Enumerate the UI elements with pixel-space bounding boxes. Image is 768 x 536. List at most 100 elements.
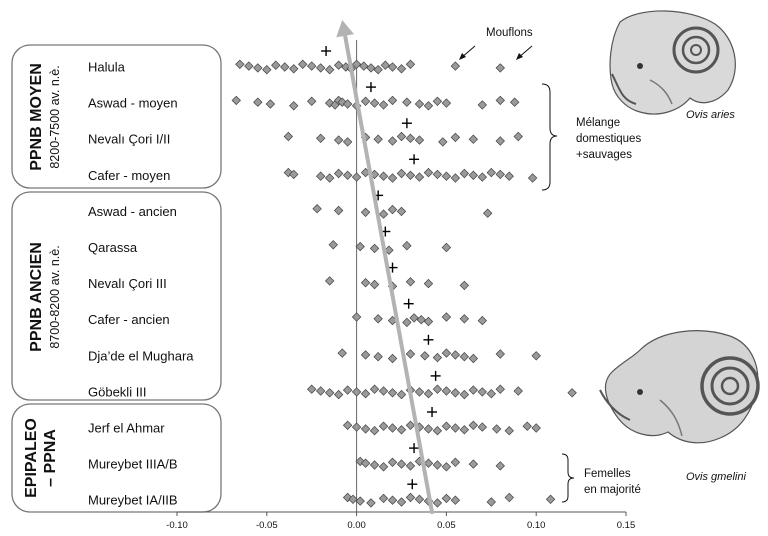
x-axis-ticks: -0.10 -0.05 0.00 0.05 0.10 0.15	[166, 512, 635, 531]
data-point	[409, 313, 419, 323]
data-point	[369, 98, 380, 108]
data-point	[423, 167, 434, 178]
data-point	[342, 99, 353, 109]
data-point	[366, 498, 376, 508]
data-point	[459, 280, 470, 291]
data-point	[531, 423, 541, 433]
data-point	[432, 352, 443, 363]
data-point	[351, 422, 362, 432]
group-box-epipaleo-ppna	[11, 403, 222, 513]
data-point	[271, 60, 281, 70]
data-point	[513, 386, 523, 396]
data-point	[402, 317, 412, 328]
data-point	[280, 62, 290, 72]
data-point	[527, 173, 538, 183]
data-point	[289, 64, 299, 74]
ovis-aries-illustration	[609, 10, 736, 115]
site-label: Dja’de el Mughara	[88, 348, 194, 363]
mean-marker	[430, 370, 441, 381]
data-point	[450, 61, 461, 71]
data-point	[441, 348, 452, 358]
data-point	[441, 98, 452, 108]
mean-marker	[423, 334, 434, 345]
data-point	[567, 388, 577, 398]
site-label: Halula	[88, 60, 126, 75]
data-point	[396, 497, 407, 507]
data-point	[333, 389, 344, 400]
data-point	[450, 350, 461, 360]
data-point	[432, 460, 443, 470]
data-point	[423, 316, 434, 327]
annotations: Mouflons Mélange domestiques +sauvages F…	[459, 27, 641, 503]
x-tick-label: 0.15	[617, 520, 636, 531]
data-point	[387, 95, 398, 106]
data-point	[423, 458, 434, 468]
x-tick-label: 0.05	[437, 520, 456, 531]
data-point	[369, 384, 380, 394]
data-point	[337, 348, 347, 358]
data-point	[450, 132, 461, 143]
data-point	[450, 495, 461, 505]
mean-marker	[409, 443, 420, 454]
data-point	[351, 387, 362, 397]
data-point	[405, 492, 416, 503]
data-point	[450, 423, 461, 433]
data-point	[342, 385, 353, 395]
data-point	[495, 461, 505, 471]
data-point	[531, 351, 541, 361]
data-point	[315, 133, 326, 143]
annotation-melange-2: domestiques	[576, 133, 641, 145]
site-label: Cafer - ancien	[88, 312, 170, 327]
trend-arrow-line	[343, 33, 435, 515]
data-point	[360, 458, 371, 468]
data-point	[355, 241, 365, 252]
mean-marker	[409, 154, 420, 165]
site-label: Nevalı Çori III	[88, 276, 167, 291]
data-point	[378, 462, 389, 472]
data-point	[387, 173, 398, 183]
data-point	[307, 384, 317, 394]
group-title-epipaleo: EPIPALEO	[23, 418, 40, 498]
data-point	[477, 422, 488, 432]
data-point	[387, 204, 398, 215]
data-point	[337, 97, 347, 107]
data-point	[504, 426, 514, 436]
data-point	[459, 425, 470, 435]
data-point	[378, 100, 389, 110]
data-point	[380, 60, 391, 70]
data-point	[459, 314, 470, 324]
data-point	[231, 95, 241, 106]
data-point	[298, 59, 308, 69]
data-point	[495, 63, 505, 73]
data-point	[405, 277, 416, 287]
data-point	[441, 421, 452, 431]
data-point	[423, 278, 434, 289]
data-point	[468, 134, 479, 144]
brace-femelles	[561, 453, 575, 503]
data-point	[351, 172, 362, 182]
data-point	[441, 493, 452, 504]
data-point	[307, 61, 317, 71]
data-point	[289, 101, 299, 111]
data-point	[450, 388, 461, 398]
data-point	[486, 389, 496, 399]
data-point	[378, 421, 389, 431]
mean-marker	[401, 118, 412, 129]
data-point	[333, 205, 344, 216]
annotation-femelles-2: en majorité	[584, 484, 641, 496]
data-point	[315, 386, 326, 396]
species-label-ovis-aries: Ovis aries	[686, 109, 735, 121]
data-point	[405, 133, 416, 143]
data-point	[235, 59, 245, 69]
data-point	[441, 171, 452, 181]
group-title-ppnb-moyen: PPNB MOYEN	[28, 63, 45, 171]
data-point	[324, 276, 335, 286]
data-point	[459, 389, 470, 400]
data-point	[262, 65, 272, 75]
data-point	[373, 352, 383, 362]
data-point	[441, 312, 452, 322]
group-subtitle-ppnb-moyen: 8200-7500 av. n.è.	[48, 65, 62, 168]
data-point	[438, 137, 448, 147]
data-point	[441, 462, 452, 472]
data-point	[283, 131, 294, 142]
